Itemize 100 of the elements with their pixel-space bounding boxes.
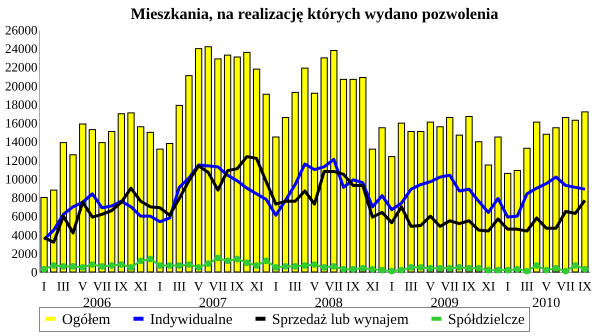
point (340, 266, 347, 273)
point (436, 264, 444, 272)
x-tick-label: V (194, 278, 204, 294)
point (118, 261, 125, 268)
x-tick-label: VII (208, 278, 227, 294)
point (262, 257, 270, 264)
y-tick-label: 24000 (5, 41, 38, 56)
point (484, 266, 492, 274)
x-tick-label: IX (462, 278, 476, 294)
point (89, 261, 96, 268)
point (40, 266, 48, 273)
point (50, 262, 58, 269)
text: 2006 (82, 296, 111, 311)
point (369, 266, 376, 273)
legend-label: Ogółem (62, 312, 111, 328)
x-tick-label: IX (578, 278, 592, 294)
point (408, 264, 414, 271)
x-tick-label: III (56, 278, 70, 294)
point (572, 262, 579, 269)
x-tick-label: I (158, 278, 162, 294)
point (234, 256, 241, 262)
point (475, 264, 482, 272)
point (156, 262, 164, 269)
point (195, 264, 202, 271)
point (204, 260, 212, 267)
x-tick-label: V (426, 278, 436, 294)
x-tick-label: XI (481, 278, 496, 294)
y-tick-label: 8000 (12, 190, 38, 206)
point (176, 262, 183, 269)
y-tick-label: 26000 (5, 22, 38, 38)
point (466, 264, 472, 272)
point (514, 266, 521, 273)
point (282, 263, 289, 270)
point (108, 262, 116, 269)
y-tick-label: 20000 (5, 78, 38, 94)
point (542, 266, 550, 274)
point (166, 262, 173, 269)
point (272, 264, 280, 271)
y-tick-label: 14000 (5, 134, 38, 150)
legend-label: Indywidualne (150, 312, 233, 328)
y-tick-label: 22000 (5, 60, 38, 75)
x-tick-label: VII (440, 278, 459, 294)
point (244, 259, 250, 266)
x-tick-label: V (310, 278, 320, 294)
legend-label: Sprzedaż lub wynajem (272, 312, 409, 328)
x-tick-label: VII (92, 278, 112, 294)
point (79, 264, 86, 271)
y-tick-label: 16000 (5, 116, 38, 131)
point (224, 257, 231, 264)
point (417, 264, 424, 271)
point (330, 263, 338, 270)
point (504, 266, 512, 274)
x-tick-label: XI (134, 278, 148, 294)
x-tick-label: III (404, 278, 418, 294)
point (446, 264, 454, 272)
point (98, 263, 106, 270)
point (186, 261, 192, 268)
point (146, 256, 154, 262)
legend-label: Spółdzielcze (448, 312, 525, 328)
y-tick-label: 6000 (12, 208, 38, 224)
x-tick-label: VII (556, 278, 575, 294)
x-tick-label: III (288, 278, 302, 294)
point (70, 263, 76, 270)
point (60, 263, 67, 270)
point (562, 268, 569, 274)
point (456, 264, 463, 271)
y-tick-label: 12000 (5, 152, 38, 168)
point (350, 266, 356, 273)
point (214, 254, 222, 262)
text: 2008 (314, 296, 343, 311)
x-tick-label: I (390, 278, 394, 294)
point (128, 264, 134, 271)
x-tick-label: VII (324, 278, 343, 294)
point (137, 257, 144, 264)
x-tick-label: XI (366, 278, 380, 294)
text: 2007 (198, 296, 227, 311)
point (427, 264, 434, 272)
x-tick-label: IX (114, 278, 129, 294)
x-tick-label: XI (250, 278, 264, 294)
text: 2010 (532, 296, 560, 311)
chart-title: Mieszkania, na realizację których wydano pozwolenia (130, 6, 498, 23)
point (552, 264, 560, 272)
y-tick-label: 4000 (12, 227, 38, 242)
x-tick-label: V (542, 278, 552, 294)
y-tick-label: 2000 (12, 246, 38, 261)
point (398, 266, 405, 274)
x-tick-label: IX (230, 278, 245, 294)
point (359, 264, 366, 272)
point (388, 268, 396, 274)
point (320, 264, 328, 271)
x-tick-label: IX (346, 278, 361, 294)
x-tick-label: III (172, 278, 186, 294)
point (292, 263, 299, 270)
point (494, 266, 502, 274)
y-tick-label: 0 (31, 264, 38, 280)
x-tick-label: III (520, 278, 534, 294)
point (301, 262, 308, 269)
point (311, 261, 318, 268)
point (533, 262, 540, 269)
text: 2009 (430, 296, 459, 311)
